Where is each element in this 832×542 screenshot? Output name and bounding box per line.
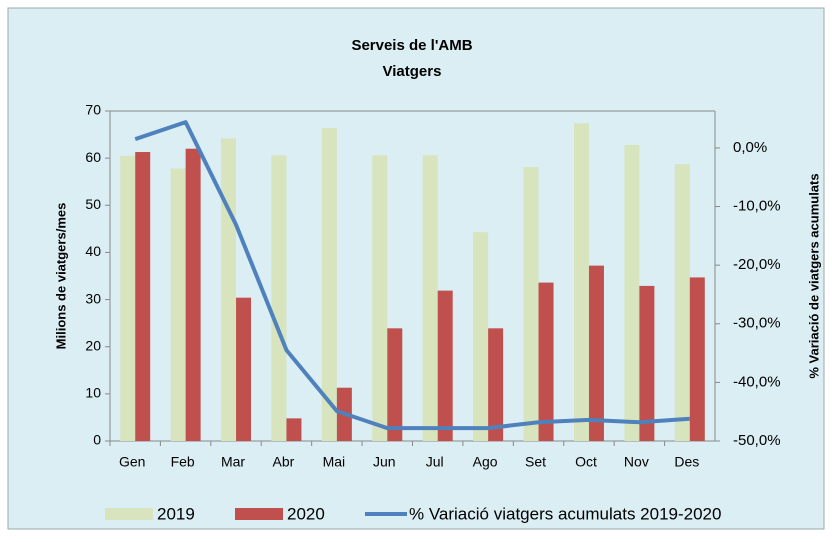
y-tick-label: 60 [85, 149, 101, 165]
legend-label: % Variació viatgers acumulats 2019-2020 [409, 504, 721, 523]
bar [639, 285, 655, 441]
bar [573, 123, 589, 441]
y2-tick-label: 0,0% [733, 139, 767, 156]
bar [135, 152, 151, 441]
bar [321, 127, 337, 441]
chart-subtitle: Viatgers [383, 63, 442, 80]
bar [523, 167, 539, 441]
y-tick-label: 50 [85, 196, 101, 212]
y2-axis-title: % Variació de viatgers acumulats [806, 173, 821, 378]
y-axis-title: Milions de viatgers/mes [53, 203, 68, 350]
bar [221, 138, 237, 442]
legend-label: 2019 [157, 504, 195, 523]
x-tick-label: Des [674, 454, 699, 470]
y-tick-label: 0 [93, 432, 101, 448]
chart-title: Serveis de l'AMB [351, 37, 472, 54]
x-tick-label: Feb [171, 454, 195, 470]
y-tick-label: 70 [85, 102, 101, 118]
bar [588, 265, 604, 441]
y2-tick-label: -40,0% [733, 373, 781, 390]
bar [120, 155, 136, 442]
y2-tick-label: -50,0% [733, 432, 781, 449]
bar [185, 148, 201, 441]
line-series [134, 120, 690, 431]
bar [473, 232, 489, 441]
legend-swatch [235, 508, 283, 520]
bar [271, 155, 287, 442]
y2-tick-label: -30,0% [733, 315, 781, 332]
bar [488, 328, 504, 441]
y-tick-label: 20 [85, 337, 101, 353]
y2-tick-label: -20,0% [733, 256, 781, 273]
x-tick-label: Oct [575, 454, 597, 470]
x-tick-label: Set [525, 454, 546, 470]
bar [689, 277, 705, 441]
x-tick-label: Nov [624, 454, 649, 470]
bar [674, 164, 690, 441]
bar [624, 144, 640, 441]
legend-label: 2020 [287, 504, 325, 523]
bar [422, 155, 438, 442]
y-tick-label: 40 [85, 243, 101, 259]
x-tick-label: Mai [323, 454, 346, 470]
legend-swatch [105, 508, 153, 520]
x-tick-label: Ago [473, 454, 498, 470]
y-tick-label: 10 [85, 385, 101, 401]
x-tick-label: Mar [221, 454, 245, 470]
y-tick-label: 30 [85, 290, 101, 306]
bar [538, 282, 554, 441]
bar [372, 155, 388, 442]
y2-tick-label: -10,0% [733, 198, 781, 215]
x-tick-label: Gen [119, 454, 145, 470]
x-tick-label: Abr [273, 454, 295, 470]
bar [170, 168, 186, 441]
bar [286, 418, 302, 441]
x-tick-label: Jun [373, 454, 396, 470]
bar [236, 297, 252, 441]
bar [437, 290, 453, 441]
x-tick-label: Jul [426, 454, 444, 470]
bar [387, 328, 403, 441]
